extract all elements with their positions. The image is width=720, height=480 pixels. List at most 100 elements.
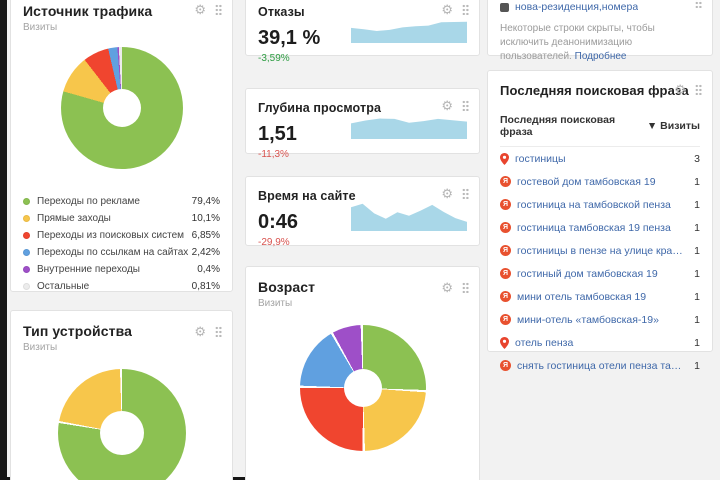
column-phrase[interactable]: Последняя поисковая фраза xyxy=(500,114,616,138)
legend-value: 0,81% xyxy=(191,281,220,292)
search-engine-icon: Я xyxy=(500,360,511,371)
widget-title: Тип устройства xyxy=(23,323,133,339)
bounces-widget: ⚙ Отказы 39,1 % -3,59% xyxy=(245,0,480,64)
settings-gear-icon[interactable]: ⚙ xyxy=(194,2,206,17)
search-phrase-link[interactable]: мини-отель «тамбовская-19» xyxy=(517,313,659,326)
drag-handle-icon[interactable] xyxy=(695,0,702,8)
legend-value: 6,85% xyxy=(191,230,220,241)
kpi-value: 1,51 xyxy=(258,123,297,145)
search-engine-icon: Я xyxy=(500,314,511,325)
legend-color-dot xyxy=(23,249,30,256)
note-text: Некоторые строки скрыты, чтобы исключить… xyxy=(500,23,655,62)
settings-gear-icon[interactable]: ⚙ xyxy=(441,2,453,17)
search-phrase-table: Я гостиницы 3 Я гостевой дом тамбовская … xyxy=(500,147,700,377)
legend-item[interactable]: Переходы по ссылкам на сайтах 2,42% xyxy=(23,244,220,261)
traffic-donut-chart[interactable] xyxy=(60,47,183,169)
search-engine-icon: Я xyxy=(500,245,511,256)
legend-item[interactable]: Переходы из поисковых систем 6,85% xyxy=(23,227,220,244)
table-row: Я гостиница тамбовская 19 пенза 1 xyxy=(500,216,700,239)
table-header: Последняя поисковая фраза ▼ Визиты xyxy=(500,114,700,147)
search-phrase-row: нова-резиденция,номера xyxy=(500,1,700,13)
device-donut-chart[interactable] xyxy=(57,369,186,480)
visits-count: 1 xyxy=(694,336,700,349)
age-widget: ⚙ Возраст Визиты 35-44 года 26,1% xyxy=(245,266,480,480)
drag-handle-icon[interactable] xyxy=(215,326,222,337)
legend-label: Остальные xyxy=(37,281,90,292)
widget-metric: Визиты xyxy=(23,22,58,33)
table-row: Я гостевой дом тамбовская 19 1 xyxy=(500,170,700,193)
favicon-icon xyxy=(500,2,509,12)
time-sparkline xyxy=(351,203,467,231)
search-phrase-link[interactable]: гостиницы в пензе на улице красная xyxy=(517,244,687,257)
legend-value: 79,4% xyxy=(191,196,220,207)
search-engine-icon: Я xyxy=(500,222,511,233)
traffic-source-widget: ⚙ Источник трафика Визиты Переходы по ре… xyxy=(10,0,233,292)
drag-handle-icon[interactable] xyxy=(462,188,469,199)
widget-metric: Визиты xyxy=(23,342,58,353)
visits-count: 1 xyxy=(694,221,700,234)
drag-handle-icon[interactable] xyxy=(215,4,222,15)
search-phrase-link[interactable]: отель пенза xyxy=(515,336,574,349)
search-phrase-link[interactable]: гостиница тамбовская 19 пенза xyxy=(517,221,671,234)
map-pin-icon xyxy=(500,336,509,349)
search-engine-icon: Я xyxy=(500,176,511,187)
depth-widget: ⚙ Глубина просмотра 1,51 -11,3% xyxy=(245,88,480,160)
legend-value: 0,4% xyxy=(197,264,220,275)
drag-handle-icon[interactable] xyxy=(462,282,469,293)
drag-handle-icon[interactable] xyxy=(695,84,702,95)
device-type-widget: ⚙ Тип устройства Визиты xyxy=(10,310,233,480)
legend-item[interactable]: Прямые заходы 10,1% xyxy=(23,210,220,227)
visits-count: 1 xyxy=(694,267,700,280)
more-details-link[interactable]: Подробнее xyxy=(574,51,627,62)
legend-value: 10,1% xyxy=(191,213,220,224)
legend-label: Внутренние переходы xyxy=(37,264,140,275)
age-donut-chart[interactable] xyxy=(299,325,426,451)
table-row: Я отель пенза 1 xyxy=(500,331,700,354)
legend-color-dot xyxy=(23,232,30,239)
search-phrase-link[interactable]: мини отель тамбовская 19 xyxy=(517,290,647,303)
settings-gear-icon[interactable]: ⚙ xyxy=(194,324,206,339)
legend-color-dot xyxy=(23,266,30,273)
legend-item[interactable]: Внутренние переходы 0,4% xyxy=(23,261,220,278)
column-visits-sort[interactable]: ▼ Визиты xyxy=(647,120,700,132)
hidden-rows-note-widget: нова-резиденция,номера Некоторые строки … xyxy=(487,0,713,62)
widget-title: Отказы xyxy=(258,5,305,19)
time-on-site-widget: ⚙ Время на сайте 0:46 -29,9% xyxy=(245,176,480,248)
table-row: Я снять гостиница отели пенза тамбов… 1 xyxy=(500,354,700,377)
kpi-delta: -11,3% xyxy=(258,149,289,160)
donut-hole xyxy=(99,411,144,455)
search-engine-icon: Я xyxy=(500,268,511,279)
settings-gear-icon[interactable]: ⚙ xyxy=(441,98,453,113)
legend-label: Переходы из поисковых систем xyxy=(37,230,185,241)
traffic-legend: Переходы по рекламе 79,4% Прямые заходы … xyxy=(23,193,220,295)
depth-sparkline xyxy=(351,118,467,139)
legend-item[interactable]: Остальные 0,81% xyxy=(23,278,220,295)
search-phrase-link[interactable]: гостевой дом тамбовская 19 xyxy=(517,175,656,188)
search-phrase-link[interactable]: гостиный дом тамбовская 19 xyxy=(517,267,658,280)
search-phrase-link[interactable]: нова-резиденция,номера xyxy=(515,1,639,13)
visits-count: 1 xyxy=(694,313,700,326)
drag-handle-icon[interactable] xyxy=(462,100,469,111)
settings-gear-icon[interactable]: ⚙ xyxy=(441,186,453,201)
widget-title: Глубина просмотра xyxy=(258,101,381,115)
legend-item[interactable]: Переходы по рекламе 79,4% xyxy=(23,193,220,210)
visits-count: 1 xyxy=(694,198,700,211)
legend-label: Прямые заходы xyxy=(37,213,111,224)
search-engine-icon: Я xyxy=(500,291,511,302)
visits-count: 1 xyxy=(694,175,700,188)
settings-gear-icon[interactable]: ⚙ xyxy=(441,280,453,295)
search-phrase-link[interactable]: гостиница на тамбовской пенза xyxy=(517,198,671,211)
last-search-phrase-widget: ⚙ Последняя поисковая фраза Последняя по… xyxy=(487,70,713,372)
search-phrase-link[interactable]: гостиницы xyxy=(515,152,566,165)
kpi-delta: -3,59% xyxy=(258,53,290,64)
bounces-sparkline xyxy=(351,21,467,43)
drag-handle-icon[interactable] xyxy=(462,4,469,15)
search-phrase-link[interactable]: снять гостиница отели пенза тамбов… xyxy=(517,359,686,372)
table-row: Я гостиница на тамбовской пенза 1 xyxy=(500,193,700,216)
legend-value: 2,42% xyxy=(191,247,220,258)
settings-gear-icon[interactable]: ⚙ xyxy=(674,82,686,97)
sort-desc-icon: ▼ xyxy=(646,120,658,132)
widget-title: Время на сайте xyxy=(258,189,356,203)
legend-label: Переходы по рекламе xyxy=(37,196,140,207)
kpi-value: 39,1 % xyxy=(258,27,321,49)
